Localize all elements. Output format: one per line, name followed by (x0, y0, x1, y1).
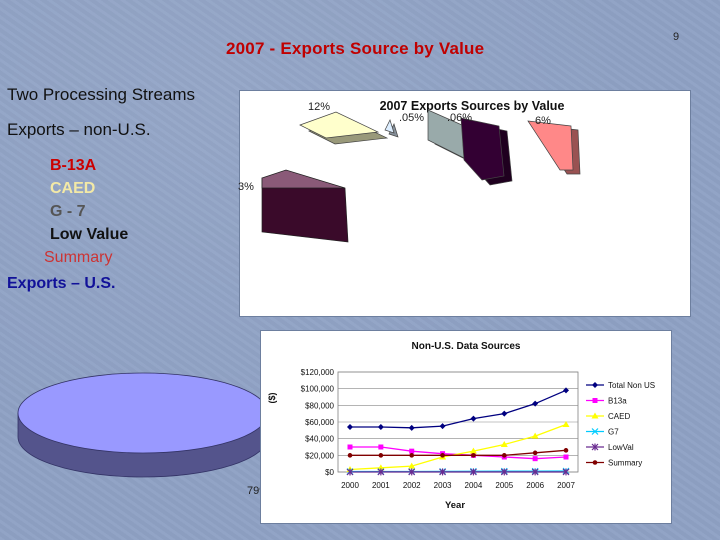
pie-chart-title: 2007 Exports Sources by Value (380, 99, 565, 113)
pie-label-2: .05% (399, 112, 424, 124)
x-tick-label: 2002 (403, 481, 421, 490)
data-point (500, 441, 508, 447)
data-point (409, 448, 415, 454)
data-point (408, 468, 416, 476)
data-point (532, 450, 538, 456)
series-line (349, 423, 567, 471)
data-point (501, 453, 507, 458)
y-tick-label: $40,000 (305, 435, 334, 444)
line-chart-title: Non-U.S. Data Sources (412, 341, 521, 352)
slide-title: 2007 - Exports Source by Value (226, 39, 485, 58)
series-line (350, 449, 567, 456)
data-point (500, 468, 508, 476)
data-point (346, 468, 354, 476)
data-point (470, 468, 477, 476)
data-point (592, 382, 598, 388)
sub-bullet-summary: Summary (44, 249, 113, 266)
data-point (563, 387, 569, 394)
data-point (378, 453, 384, 458)
data-point (347, 424, 353, 430)
pie-slice-3 (527, 120, 581, 175)
pie-label-5: 3% (238, 181, 254, 193)
data-point (562, 468, 570, 476)
line-chart-xlabel: Year (445, 500, 465, 511)
y-tick-label: $20,000 (305, 451, 334, 460)
y-tick-label: $60,000 (305, 418, 334, 427)
series-line (350, 389, 567, 429)
data-point (591, 428, 599, 435)
x-tick-label: 2005 (495, 481, 513, 490)
data-point (532, 456, 538, 462)
pie-label-3: .06% (447, 112, 472, 124)
pie-label-1: 12% (308, 101, 330, 113)
x-tick-label: 2001 (372, 481, 390, 490)
legend-label: CAED (608, 412, 630, 421)
data-point (471, 453, 476, 458)
sub-bullet-low-value: Low Value (50, 226, 129, 243)
data-point (408, 462, 416, 469)
x-tick-label: 2004 (465, 481, 483, 490)
data-point (531, 432, 539, 439)
legend-label: B13a (608, 397, 627, 406)
data-point (439, 468, 446, 476)
series-total-non-us (347, 387, 569, 431)
data-point (592, 460, 598, 465)
data-point (409, 453, 415, 458)
data-point (347, 444, 353, 450)
data-point (591, 443, 599, 451)
y-tick-label: $80,000 (305, 401, 334, 410)
data-point (377, 468, 385, 476)
page-number: 9 (673, 31, 680, 43)
data-point (532, 400, 539, 407)
line-chart-ylabel: ($) (267, 392, 277, 403)
pie-slice-12 (299, 111, 389, 145)
legend-label: Summary (608, 459, 642, 468)
data-point (347, 453, 353, 458)
data-point (378, 444, 384, 450)
data-point (563, 454, 569, 460)
sub-bullet-b13a: B-13A (50, 157, 97, 174)
pie-label-4: 6% (535, 115, 551, 127)
y-tick-label: $0 (325, 468, 334, 477)
bullet-processing-streams: Two Processing Streams (7, 85, 196, 104)
data-point (563, 448, 569, 453)
data-point (592, 398, 598, 403)
data-point (501, 410, 508, 417)
pie-slice-3-left (261, 169, 349, 243)
data-point (377, 424, 384, 430)
y-tick-label: $100,000 (301, 385, 335, 394)
pie-slice-05 (384, 119, 399, 138)
sub-bullet-caed: CAED (50, 180, 96, 197)
bullet-exports-non-us: Exports – non-U.S. (7, 120, 151, 139)
series-summary (347, 448, 569, 458)
data-point (440, 453, 445, 458)
data-point (377, 464, 385, 471)
series-lowval (346, 468, 570, 476)
x-tick-label: 2000 (341, 481, 359, 490)
pie-slice-79 (17, 372, 269, 478)
data-point (531, 468, 539, 476)
bullet-exports-us: Exports – U.S. (7, 275, 116, 292)
data-point (470, 415, 477, 422)
legend-label: Total Non US (608, 381, 655, 390)
x-tick-label: 2006 (526, 481, 544, 490)
data-point (591, 412, 599, 419)
pie-slice-6 (460, 117, 513, 186)
x-tick-label: 2003 (434, 481, 452, 490)
data-point (439, 423, 446, 430)
data-point (562, 421, 570, 427)
legend-label: G7 (608, 428, 619, 437)
sub-bullet-g7: G - 7 (50, 203, 86, 220)
y-tick-label: $120,000 (301, 368, 335, 377)
x-tick-label: 2007 (557, 481, 575, 490)
data-point (469, 447, 477, 454)
legend-label: LowVal (608, 443, 634, 452)
data-point (408, 424, 415, 431)
line-chart-legend: Total Non US B13a CAED G7 LowVal Summary (586, 381, 655, 468)
